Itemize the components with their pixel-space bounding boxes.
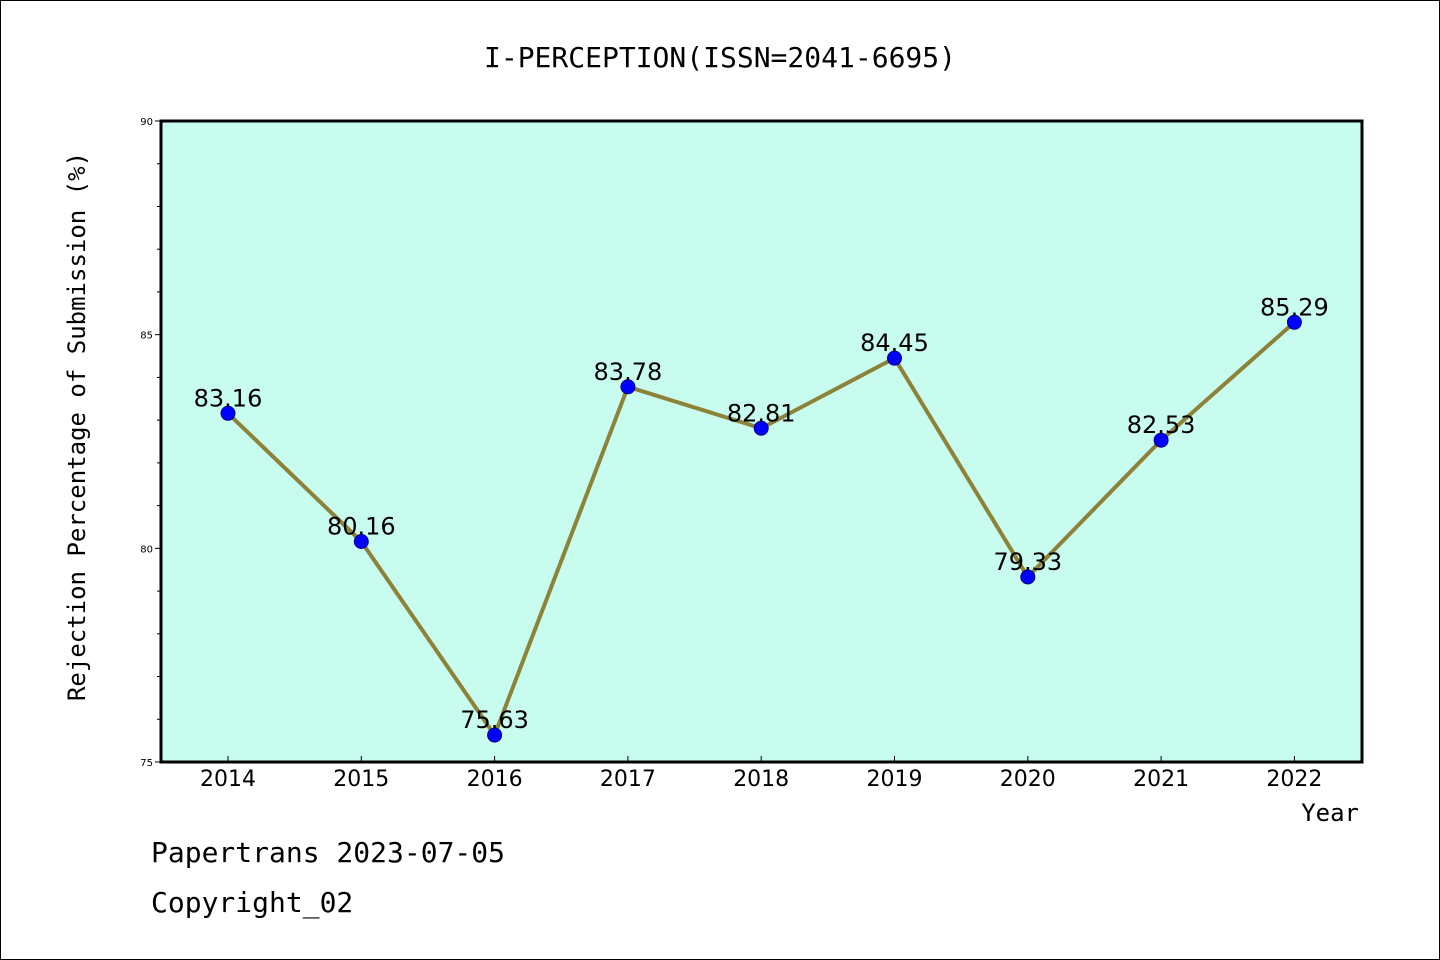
chart-title: I-PERCEPTION(ISSN=2041-6695): [484, 41, 956, 74]
data-label: 83.78: [594, 358, 663, 386]
y-axis: 75 80 85 90: [140, 117, 161, 769]
data-label: 75.63: [460, 706, 529, 734]
data-point: [753, 420, 769, 436]
data-point: [887, 350, 902, 366]
x-tick-label: 2014: [200, 767, 256, 792]
data-point: [220, 405, 236, 421]
data-label: 80.16: [327, 512, 396, 540]
data-point: [353, 533, 369, 549]
y-tick-label: 80: [140, 544, 153, 555]
x-tick-label: 2018: [733, 767, 789, 792]
y-tick-label: 90: [140, 117, 153, 128]
y-tick-label: 85: [140, 331, 153, 342]
data-label: 79.33: [993, 548, 1062, 576]
x-tick-label: 2016: [467, 767, 523, 792]
data-label: 84.45: [860, 329, 929, 357]
data-label: 82.81: [727, 399, 796, 427]
x-axis: 2014 2015 2016 2017 2018 2019 2020 2021 2022: [200, 756, 1322, 792]
plot-area: [159, 119, 1364, 764]
data-label: 85.29: [1260, 293, 1329, 321]
data-point: [1020, 569, 1036, 585]
data-label: 83.16: [194, 384, 263, 412]
data-markers: [220, 314, 1302, 743]
x-axis-label: Year: [1301, 799, 1359, 827]
data-labels: 83.16 80.16 75.63 83.78 82.81 84.45 79.33 82.53…: [194, 293, 1329, 734]
y-axis-label: Rejection Percentage of Submission (%): [63, 152, 91, 701]
x-tick-label: 2020: [1000, 767, 1056, 792]
x-tick-label: 2019: [867, 767, 923, 792]
x-tick-label: 2022: [1266, 767, 1322, 792]
data-point: [487, 727, 503, 743]
data-point: [620, 379, 636, 395]
x-tick-label: 2017: [600, 767, 656, 792]
data-point: [1286, 314, 1302, 330]
y-tick-label: 75: [140, 758, 153, 769]
data-label: 82.53: [1127, 411, 1196, 439]
data-point: [1153, 432, 1169, 448]
footer-copyright: Copyright_02: [151, 886, 354, 919]
x-tick-label: 2021: [1133, 767, 1189, 792]
x-tick-label: 2015: [333, 767, 389, 792]
footer-date: Papertrans 2023-07-05: [151, 836, 506, 869]
